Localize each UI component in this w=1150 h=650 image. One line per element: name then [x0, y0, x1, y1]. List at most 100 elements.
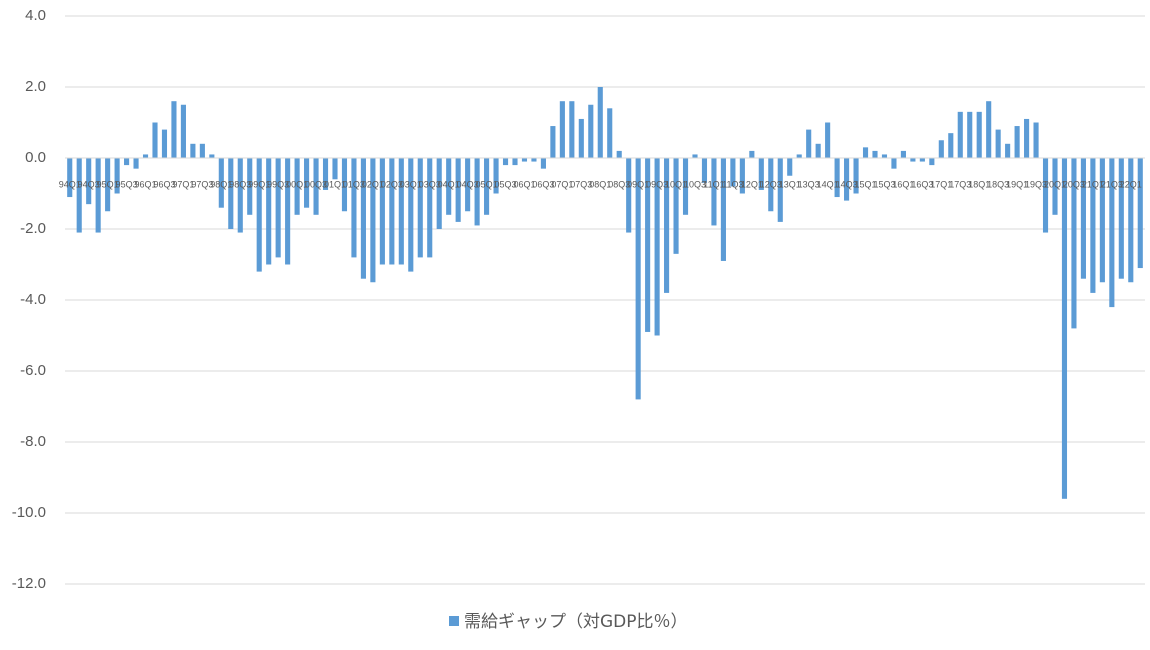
x-tick-label: 97Q3 [191, 179, 213, 189]
x-tick-label: 01Q1 [324, 179, 346, 189]
x-tick-label: 15Q1 [855, 179, 877, 189]
x-tick-label: 97Q1 [172, 179, 194, 189]
x-tick-label: 14Q3 [836, 179, 858, 189]
x-tick-label: 16Q1 [892, 179, 914, 189]
x-tick-label: 95Q1 [97, 179, 119, 189]
x-tick-label: 12Q3 [760, 179, 782, 189]
bar [891, 158, 897, 169]
bar [881, 154, 888, 158]
bar [569, 101, 575, 158]
bar [815, 143, 821, 158]
bar [853, 158, 859, 194]
bar [199, 143, 205, 158]
bar [1005, 143, 1011, 158]
bar [1061, 158, 1068, 499]
x-tick-label: 01Q3 [343, 179, 365, 189]
y-tick-label: -4.0 [20, 291, 46, 308]
bar [446, 158, 452, 215]
bar [578, 118, 584, 158]
x-tick-label: 06Q1 [513, 179, 535, 189]
bar [834, 158, 840, 198]
bar [67, 158, 73, 198]
legend-label: 需給ギャップ（対GDP比％） [464, 612, 688, 632]
bar [484, 158, 490, 215]
bar [559, 101, 565, 158]
x-tick-label: 14Q1 [817, 179, 839, 189]
x-tick-label: 05Q1 [476, 179, 498, 189]
bar [948, 133, 954, 158]
bar [626, 158, 632, 233]
bar [341, 158, 348, 212]
x-tick-label: 10Q3 [684, 179, 706, 189]
bar [285, 158, 291, 265]
y-tick-label: -12.0 [12, 575, 46, 592]
bar [995, 129, 1001, 158]
x-tick-label: 15Q3 [873, 179, 895, 189]
bar [171, 101, 177, 158]
bar [465, 158, 471, 212]
x-tick-label: 21Q1 [1082, 179, 1104, 189]
bar [152, 122, 158, 158]
bar [114, 158, 120, 194]
bar [237, 158, 243, 233]
bar [294, 158, 300, 215]
x-tick-label: 94Q1 [59, 179, 81, 189]
bar [398, 158, 404, 265]
bar [910, 158, 916, 162]
bar [720, 158, 726, 261]
x-tick-label: 16Q3 [911, 179, 933, 189]
bar [408, 158, 414, 272]
bar [806, 129, 812, 158]
bar [607, 108, 613, 158]
bar [787, 158, 793, 176]
bar [825, 122, 831, 158]
x-tick-label: 18Q1 [968, 179, 990, 189]
bar [844, 158, 850, 201]
y-tick-label: 2.0 [25, 78, 46, 95]
bar [86, 158, 92, 205]
bar [521, 158, 528, 162]
bar [417, 158, 423, 258]
x-tick-label: 13Q3 [798, 179, 820, 189]
x-tick-label: 04Q3 [457, 179, 479, 189]
bar [645, 158, 651, 332]
bar [550, 126, 556, 158]
bar [266, 158, 272, 265]
bar [379, 158, 385, 265]
x-tick-label: 22Q1 [1120, 179, 1142, 189]
bar [957, 111, 963, 158]
bar [588, 104, 594, 158]
x-tick-label: 99Q1 [248, 179, 270, 189]
y-tick-label: 4.0 [25, 7, 46, 24]
bar [427, 158, 433, 258]
bar [1128, 158, 1134, 283]
bar [986, 101, 992, 158]
bar [1071, 158, 1077, 329]
bar [133, 158, 139, 169]
bar [730, 158, 736, 187]
bar [1109, 158, 1115, 308]
x-tick-label: 99Q3 [267, 179, 289, 189]
bar [900, 150, 906, 158]
bar [711, 158, 717, 226]
bar [455, 158, 461, 222]
x-tick-label: 05Q3 [495, 179, 517, 189]
x-tick-label: 98Q1 [210, 179, 232, 189]
bar [1137, 158, 1143, 269]
bar [938, 140, 944, 158]
bar [313, 158, 319, 215]
bar [976, 111, 982, 158]
x-tick-label: 19Q1 [1006, 179, 1028, 189]
x-tick-label: 00Q1 [286, 179, 308, 189]
y-tick-label: -6.0 [20, 362, 46, 379]
x-tick-label: 02Q3 [381, 179, 403, 189]
x-tick-label: 04Q1 [438, 179, 460, 189]
bar [370, 158, 376, 283]
x-tick-label: 03Q1 [400, 179, 422, 189]
x-tick-label: 08Q1 [589, 179, 611, 189]
bar [1099, 158, 1105, 283]
bar [872, 150, 878, 158]
x-tick-label: 95Q3 [116, 179, 138, 189]
bar [1014, 126, 1020, 158]
